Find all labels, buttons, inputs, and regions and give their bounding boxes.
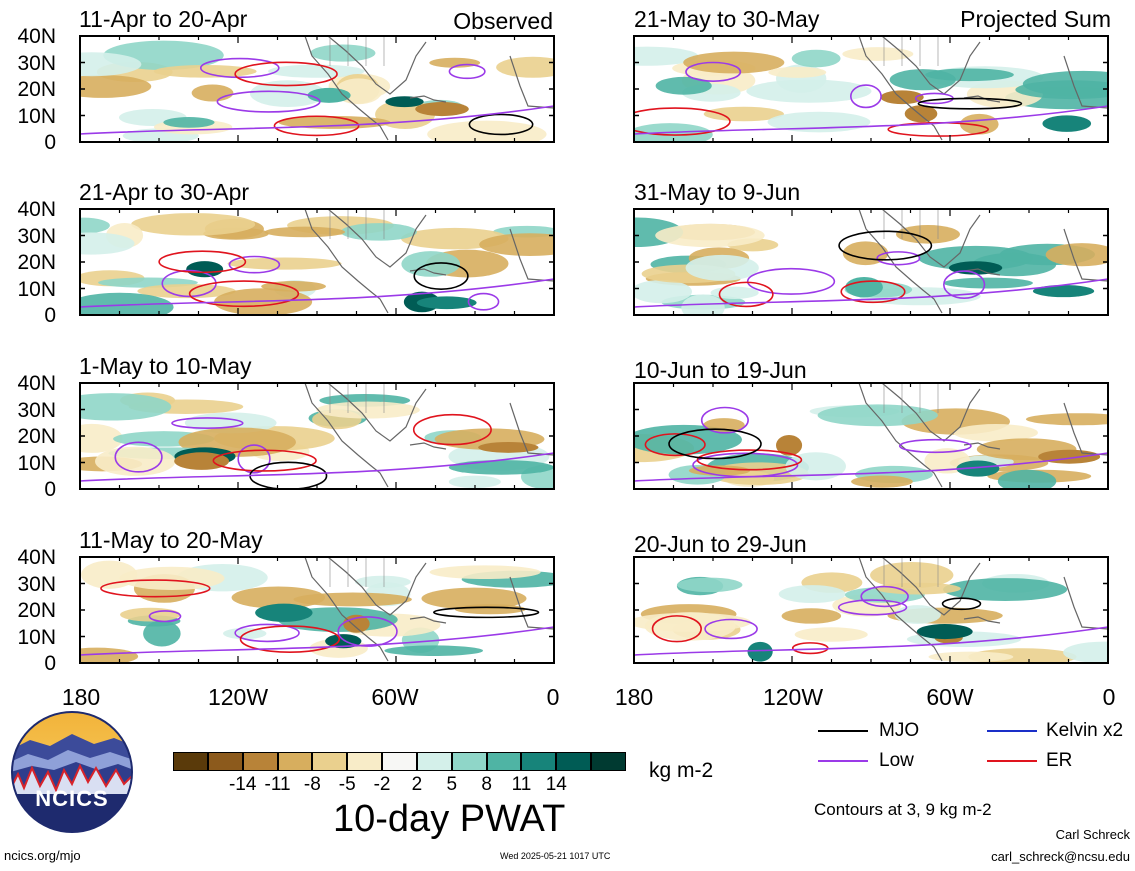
- colorbar-swatch: [556, 752, 592, 771]
- colorbar-tick-label: -5: [338, 774, 356, 795]
- colorbar-swatch: [347, 752, 383, 771]
- colorbar-tick-label: 2: [411, 774, 423, 795]
- map-panel-4: [633, 208, 1109, 316]
- y-tick-label: 40N: [17, 546, 56, 569]
- x-tick-left-180: 180: [61, 684, 101, 710]
- colorbar-swatch: [382, 752, 417, 771]
- footer-email: carl_schreck@ncsu.edu: [991, 849, 1130, 864]
- y-tick-label: 0: [44, 304, 56, 327]
- y-tick-label: 0: [44, 131, 56, 154]
- y-tick-label: 20N: [17, 78, 56, 101]
- colorbar: [173, 752, 626, 771]
- colorbar-swatch: [207, 752, 243, 771]
- x-tick-right-60w: 60W: [926, 684, 974, 710]
- y-tick-label: 30N: [17, 51, 56, 75]
- map-panel-1: [79, 35, 555, 143]
- y-tick-label: 20N: [17, 425, 56, 448]
- colorbar-swatch: [591, 752, 626, 771]
- footer-timestamp: Wed 2025-05-21 1017 UTC: [500, 851, 611, 861]
- colorbar-swatch: [451, 752, 487, 771]
- x-tick-right-0: 0: [1102, 684, 1116, 710]
- map-panel-5: [79, 382, 555, 490]
- x-tick-left-120w: 120W: [207, 684, 269, 710]
- ncics-logo: [10, 710, 134, 834]
- projected-sum-label: Projected Sum: [960, 6, 1111, 32]
- colorbar-swatch: [173, 752, 208, 771]
- y-tick-label: 30N: [17, 398, 56, 422]
- observed-label: Observed: [453, 8, 553, 34]
- colorbar-swatch: [242, 752, 278, 771]
- y-tick-label: 10N: [17, 451, 56, 475]
- legend-label-mjo: MJO: [879, 720, 920, 741]
- map-panel-6: [633, 382, 1109, 490]
- y-tick-label: 10N: [17, 104, 56, 128]
- y-tick-label: 40N: [17, 25, 56, 48]
- y-tick-label: 30N: [17, 572, 56, 596]
- footer-author: Carl Schreck: [1055, 827, 1130, 842]
- colorbar-tick-label: -8: [303, 774, 321, 795]
- colorbar-units: kg m-2: [649, 759, 714, 782]
- legend-label-er: ER: [1046, 750, 1073, 771]
- y-tick-label: 0: [44, 652, 56, 675]
- y-tick-label: 10N: [17, 625, 56, 649]
- colorbar-tick-label: 14: [545, 774, 567, 795]
- panel-title-6: 10-Jun to 19-Jun: [634, 357, 807, 383]
- colorbar-swatch: [521, 752, 557, 771]
- y-tick-label: 10N: [17, 277, 56, 301]
- colorbar-tick-label: 5: [446, 774, 458, 795]
- colorbar-swatch: [416, 752, 452, 771]
- panel-title-1: 11-Apr to 20-Apr: [79, 6, 248, 32]
- y-tick-label: 40N: [17, 198, 56, 221]
- y-tick-label: 40N: [17, 372, 56, 395]
- y-tick-label: 0: [44, 478, 56, 501]
- y-tick-label: 20N: [17, 599, 56, 622]
- panel-title-7: 11-May to 20-May: [79, 527, 263, 553]
- footer-site: ncics.org/mjo: [4, 848, 81, 863]
- colorbar-tick-label: -2: [373, 774, 391, 795]
- colorbar-swatch: [312, 752, 348, 771]
- contour-note: Contours at 3, 9 kg m-2: [814, 800, 992, 819]
- colorbar-swatch: [486, 752, 522, 771]
- colorbar-swatch: [277, 752, 313, 771]
- panel-title-4: 31-May to 9-Jun: [634, 179, 801, 205]
- colorbar-tick-label: 11: [511, 774, 532, 795]
- y-tick-label: 30N: [17, 224, 56, 248]
- logo-text: NCICS: [35, 786, 109, 811]
- x-tick-left-0: 0: [546, 684, 560, 710]
- map-panel-3: [79, 208, 555, 316]
- x-tick-right-120w: 120W: [762, 684, 824, 710]
- colorbar-tick-label: 8: [481, 774, 492, 795]
- colorbar-tick-label: -14: [228, 774, 257, 795]
- colorbar-tick-label: -11: [264, 774, 291, 795]
- legend-label-kelvin: Kelvin x2: [1046, 720, 1124, 741]
- x-tick-right-180: 180: [614, 684, 654, 710]
- panel-title-5: 1-May to 10-May: [79, 353, 252, 379]
- legend-label-low: Low: [879, 750, 914, 771]
- panel-title-2: 21-May to 30-May: [634, 6, 820, 32]
- map-panel-8: [633, 556, 1109, 664]
- colorbar-title: 10-day PWAT: [333, 798, 566, 840]
- map-panel-2: [633, 35, 1109, 143]
- panel-title-3: 21-Apr to 30-Apr: [79, 179, 250, 205]
- map-panel-7: [79, 556, 555, 664]
- y-tick-label: 20N: [17, 251, 56, 274]
- panel-title-8: 20-Jun to 29-Jun: [634, 531, 807, 557]
- x-tick-left-60w: 60W: [371, 684, 419, 710]
